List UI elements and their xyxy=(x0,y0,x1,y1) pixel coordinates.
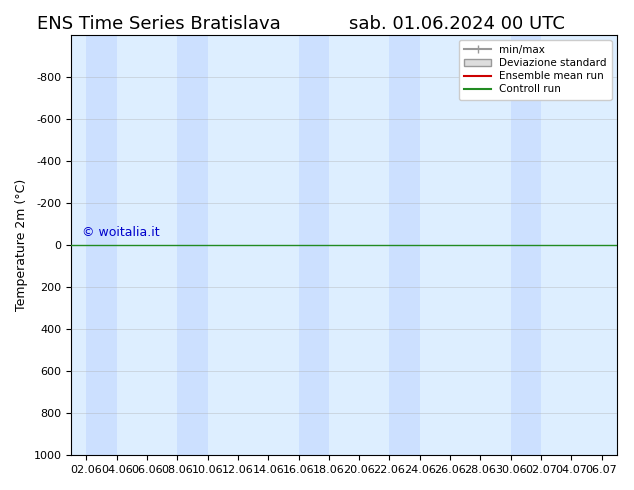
Bar xyxy=(178,35,208,455)
Y-axis label: Temperature 2m (°C): Temperature 2m (°C) xyxy=(15,179,28,311)
Text: sab. 01.06.2024 00 UTC: sab. 01.06.2024 00 UTC xyxy=(349,15,564,33)
Text: © woitalia.it: © woitalia.it xyxy=(82,226,160,239)
Bar xyxy=(299,35,329,455)
Bar xyxy=(511,35,541,455)
Legend: min/max, Deviazione standard, Ensemble mean run, Controll run: min/max, Deviazione standard, Ensemble m… xyxy=(459,40,612,99)
Bar xyxy=(86,35,117,455)
Text: ENS Time Series Bratislava: ENS Time Series Bratislava xyxy=(37,15,280,33)
Bar xyxy=(389,35,420,455)
